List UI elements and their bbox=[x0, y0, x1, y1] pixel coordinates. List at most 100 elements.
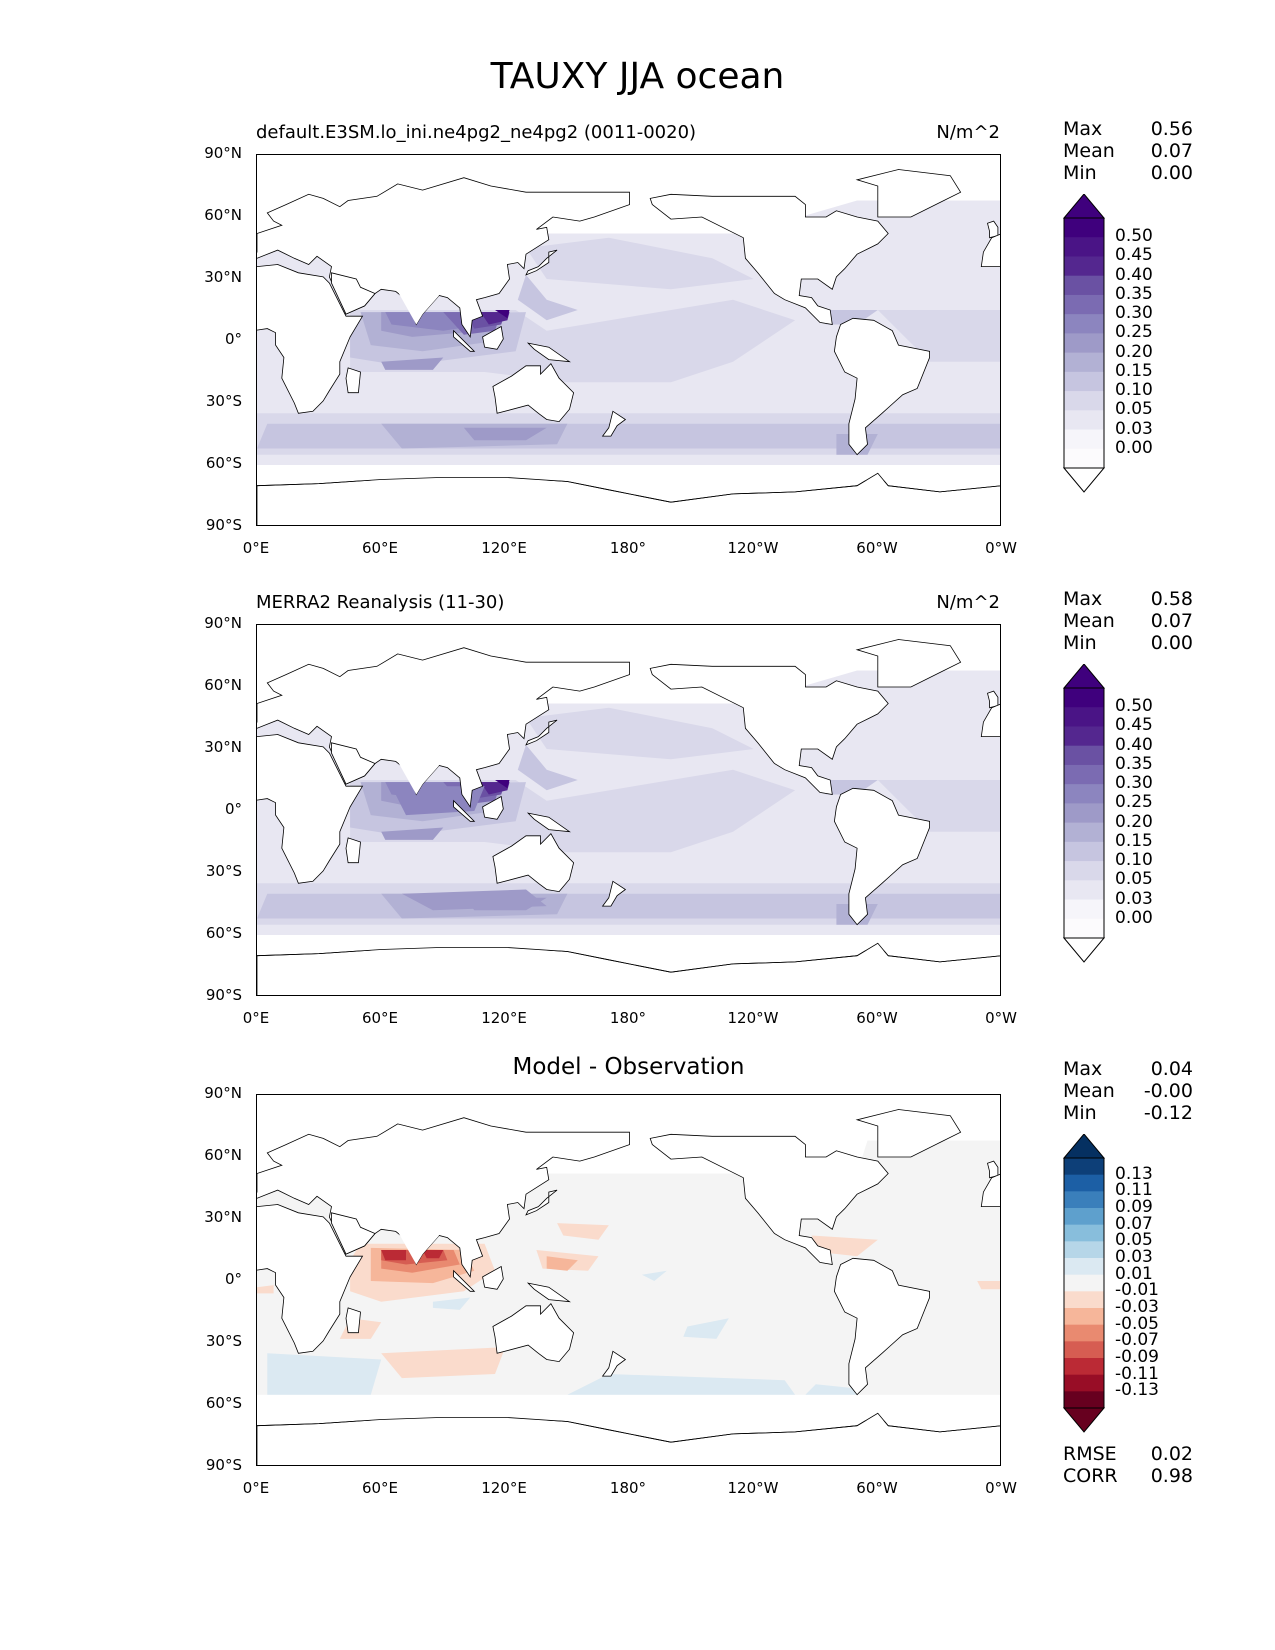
panel-title-center: Model - Observation bbox=[512, 1054, 745, 1080]
corr-label: CORR bbox=[1063, 1465, 1118, 1487]
colorbar-tick-label: 0.50 bbox=[1115, 696, 1153, 717]
rmse-value: 0.02 bbox=[1150, 1443, 1193, 1465]
stat-max-label: Max bbox=[1063, 1058, 1103, 1080]
colorbar-tick-label: -0.13 bbox=[1115, 1380, 1159, 1401]
colorbar-tick-label: 0.35 bbox=[1115, 753, 1153, 774]
lat-tick: 30°S bbox=[205, 1332, 242, 1350]
colorbar-tick-label: 0.11 bbox=[1115, 1180, 1153, 1201]
colorbar-tick-label: 0.03 bbox=[1115, 888, 1153, 909]
colorbar-tick-label: 0.00 bbox=[1115, 437, 1153, 458]
stat-max-label: Max bbox=[1063, 118, 1103, 140]
lon-tick: 60°E bbox=[361, 1009, 399, 1027]
lat-tick: 90°S bbox=[205, 986, 242, 1004]
colorbar-tick-label: 0.15 bbox=[1115, 830, 1153, 851]
lat-tick: 30°N bbox=[204, 1208, 242, 1226]
lat-tick: 0° bbox=[224, 1270, 242, 1288]
lon-tick: 180° bbox=[609, 1479, 647, 1497]
colorbar-tick-label: 0.25 bbox=[1115, 792, 1153, 813]
colorbar-tick-label: 0.13 bbox=[1115, 1163, 1153, 1184]
lon-tick: 0°W bbox=[985, 1479, 1017, 1497]
stats-box: Max 0.56 Mean 0.07 Min 0.00 bbox=[1063, 118, 1193, 184]
lat-tick: 60°S bbox=[205, 454, 242, 472]
colorbar-tick-label: 0.10 bbox=[1115, 850, 1153, 871]
stat-mean: 0.07 bbox=[1150, 140, 1193, 162]
corr-value: 0.98 bbox=[1150, 1465, 1193, 1487]
stat-min-label: Min bbox=[1063, 162, 1097, 184]
stat-min: 0.00 bbox=[1150, 162, 1193, 184]
stat-min-label: Min bbox=[1063, 632, 1097, 654]
lon-tick: 120°W bbox=[727, 539, 779, 557]
stat-max: 0.58 bbox=[1150, 588, 1193, 610]
lat-tick: 60°S bbox=[205, 1394, 242, 1412]
lat-tick: 30°N bbox=[204, 738, 242, 756]
lon-tick: 0°W bbox=[985, 1009, 1017, 1027]
colorbar-tick-label: 0.05 bbox=[1115, 869, 1153, 890]
lat-tick: 90°S bbox=[205, 1456, 242, 1474]
stats-box: Max 0.04 Mean -0.00 Min -0.12 bbox=[1063, 1058, 1193, 1124]
lon-tick: 0°E bbox=[242, 539, 270, 557]
lon-tick: 60°E bbox=[361, 1479, 399, 1497]
colorbar-tick-label: 0.09 bbox=[1115, 1197, 1153, 1217]
map-plot bbox=[256, 1094, 1001, 1466]
lat-tick: 60°S bbox=[205, 924, 242, 942]
stat-mean-label: Mean bbox=[1063, 610, 1115, 632]
panel-units: N/m^2 bbox=[936, 122, 1000, 143]
stat-mean-label: Mean bbox=[1063, 1080, 1115, 1102]
colorbar-tick-label: 0.01 bbox=[1115, 1263, 1153, 1284]
panel-observation: MERRA2 Reanalysis (11-30) N/m^2 90°N 60°… bbox=[0, 470, 1275, 1027]
colorbar-tick-label: 0.20 bbox=[1115, 341, 1153, 362]
lon-tick: 180° bbox=[609, 539, 647, 557]
lat-tick: 60°N bbox=[204, 206, 242, 224]
lat-tick: 90°N bbox=[204, 144, 242, 162]
panel-title-left: MERRA2 Reanalysis (11-30) bbox=[256, 592, 505, 613]
colorbar-tick-label: -0.09 bbox=[1115, 1347, 1159, 1367]
metrics-box: RMSE 0.02 CORR 0.98 bbox=[1063, 1443, 1193, 1487]
lat-tick: 0° bbox=[224, 800, 242, 818]
stat-min: -0.12 bbox=[1143, 1102, 1193, 1124]
lon-tick: 60°E bbox=[361, 539, 399, 557]
lon-tick: 180° bbox=[609, 1009, 647, 1027]
lon-tick: 120°W bbox=[727, 1009, 779, 1027]
panel-units: N/m^2 bbox=[936, 592, 1000, 613]
colorbar-tick-label: -0.11 bbox=[1115, 1363, 1159, 1384]
colorbar-tick-label: 0.20 bbox=[1115, 811, 1153, 832]
lat-tick: 30°S bbox=[205, 862, 242, 880]
colorbar-tick-label: 0.40 bbox=[1115, 264, 1153, 285]
lat-tick: 0° bbox=[224, 330, 242, 348]
colorbar-tick-label: -0.05 bbox=[1115, 1313, 1159, 1334]
colorbar-tick-label: 0.30 bbox=[1115, 303, 1153, 324]
colorbar bbox=[1062, 1134, 1106, 1433]
colorbar-tick-label: 0.03 bbox=[1115, 418, 1153, 439]
map-plot bbox=[256, 154, 1001, 526]
rmse-label: RMSE bbox=[1063, 1443, 1117, 1465]
stat-max: 0.56 bbox=[1150, 118, 1193, 140]
panel-title-left: default.E3SM.lo_ini.ne4pg2_ne4pg2 (0011-… bbox=[256, 122, 697, 143]
lat-tick: 90°N bbox=[204, 614, 242, 632]
stat-min-label: Min bbox=[1063, 1102, 1097, 1124]
lon-tick: 0°W bbox=[985, 539, 1017, 557]
colorbar bbox=[1062, 194, 1106, 493]
stat-mean: 0.07 bbox=[1150, 610, 1193, 632]
colorbar-tick-label: 0.15 bbox=[1115, 360, 1153, 381]
lon-tick: 0°E bbox=[242, 1479, 270, 1497]
colorbar-tick-label: 0.50 bbox=[1115, 226, 1153, 247]
lat-tick: 30°S bbox=[205, 392, 242, 410]
colorbar-tick-label: 0.00 bbox=[1115, 907, 1153, 928]
panel-difference: Model - Observation 90°N 60°N 30°N 0° 30… bbox=[0, 940, 1275, 1497]
colorbar-tick-label: -0.01 bbox=[1115, 1280, 1159, 1301]
stat-mean: -0.00 bbox=[1143, 1080, 1193, 1102]
lat-tick: 30°N bbox=[204, 268, 242, 286]
lat-tick: 90°S bbox=[205, 516, 242, 534]
colorbar-tick-label: 0.25 bbox=[1115, 322, 1153, 343]
lon-tick: 60°W bbox=[856, 1479, 898, 1497]
colorbar bbox=[1062, 664, 1106, 963]
map-plot bbox=[256, 624, 1001, 996]
lon-tick: 120°E bbox=[481, 1009, 527, 1027]
stat-max: 0.04 bbox=[1150, 1058, 1193, 1080]
lon-tick: 120°W bbox=[727, 1479, 779, 1497]
panel-model: default.E3SM.lo_ini.ne4pg2_ne4pg2 (0011-… bbox=[0, 0, 1275, 557]
colorbar-tick-label: 0.05 bbox=[1115, 1230, 1153, 1251]
lat-tick: 60°N bbox=[204, 1146, 242, 1164]
lat-tick: 90°N bbox=[204, 1084, 242, 1102]
stats-box: Max 0.58 Mean 0.07 Min 0.00 bbox=[1063, 588, 1193, 654]
